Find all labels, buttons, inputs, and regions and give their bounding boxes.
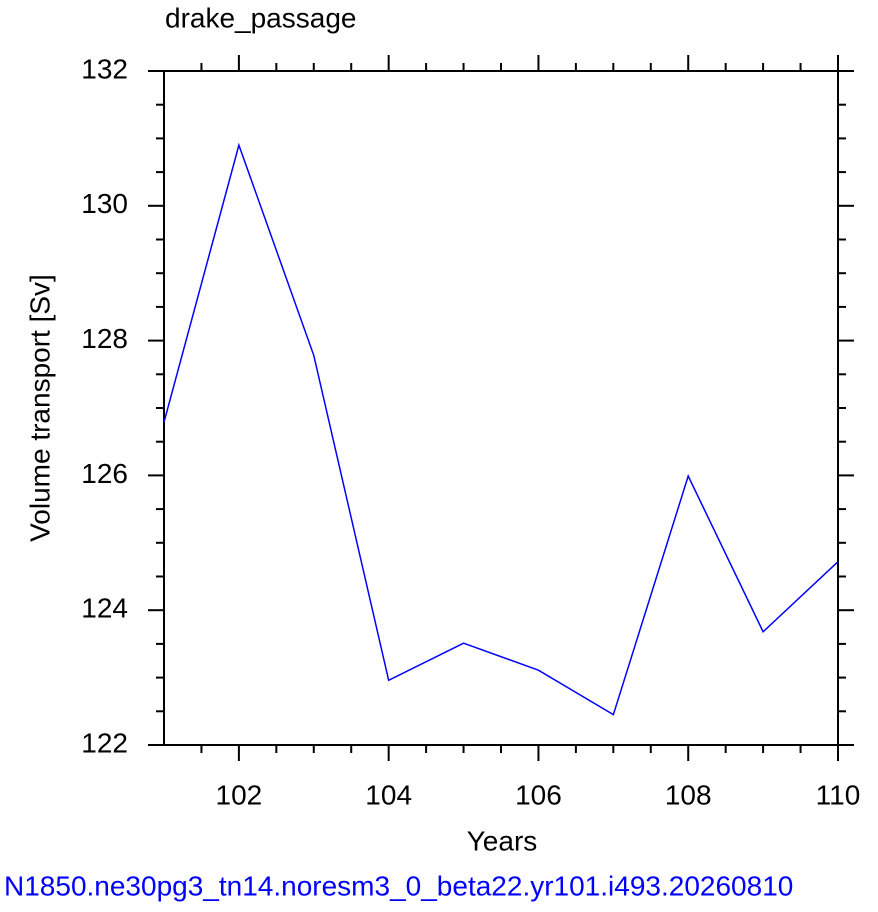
- footer: N1850.ne30pg3_tn14.noresm3_0_beta22.yr10…: [4, 870, 793, 901]
- chart-title: drake_passage: [165, 2, 356, 33]
- y-tick-label: 132: [81, 53, 128, 84]
- y-axis-label: Volume transport [Sv]: [24, 274, 55, 542]
- y-tick-label: 122: [81, 727, 128, 758]
- y-tick-label: 130: [81, 188, 128, 219]
- y-tick-label: 126: [81, 458, 128, 489]
- x-tick-label: 108: [665, 779, 712, 810]
- x-tick-label: 102: [216, 779, 263, 810]
- y-tick-label: 128: [81, 323, 128, 354]
- x-tick-label: 106: [515, 779, 562, 810]
- x-tick-label: 110: [816, 779, 861, 810]
- data-line: [163, 142, 839, 716]
- x-axis-label: Years: [467, 825, 538, 856]
- plot-frame: [163, 70, 839, 746]
- x-tick-label: 104: [365, 779, 412, 810]
- y-tick-label: 124: [81, 593, 128, 624]
